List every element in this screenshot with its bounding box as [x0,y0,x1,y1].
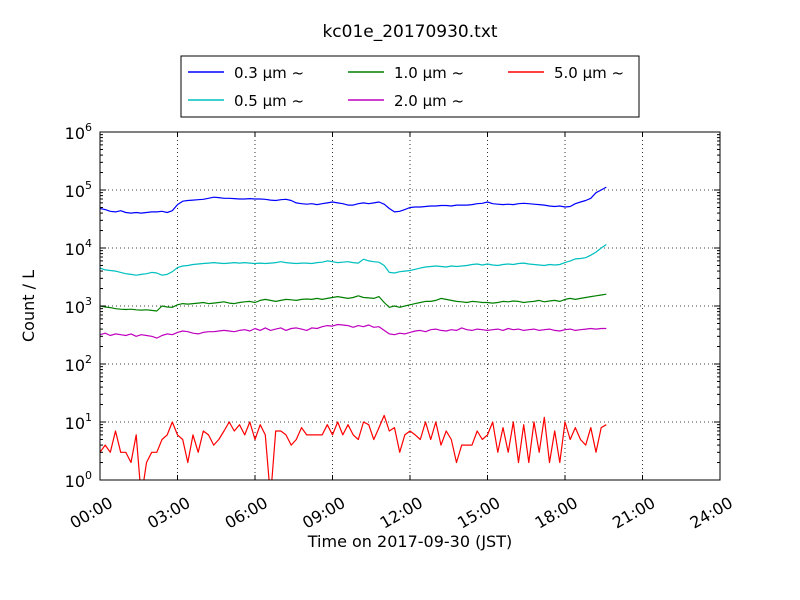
legend-label: 0.3 μm ~ [234,64,304,82]
y-tick-label: 105 [65,179,92,201]
y-tick-label: 101 [65,411,92,433]
x-tick-label: 21:00 [609,493,658,533]
x-tick-label: 03:00 [144,493,193,533]
series-0 [100,186,607,214]
tick-labels: 00:00 03:00 06:00 09:00 12:00 15:00 18:00 21:00… [65,121,736,533]
series-line [100,293,607,312]
x-tick-label: 18:00 [532,493,581,533]
x-tick-label: 00:00 [67,493,116,533]
y-tick-base: 10 [65,298,85,317]
chart-title: kc01e_20170930.txt [322,22,497,42]
y-tick-exponent: 6 [85,121,92,134]
y-tick-base: 10 [65,124,85,143]
y-tick-base: 10 [65,240,85,259]
legend-item: 1.0 μm ~ [348,64,464,82]
y-tick-label: 103 [65,295,92,317]
legend-item: 0.3 μm ~ [188,64,304,82]
series-4 [100,414,607,480]
legend: 0.3 μm ~ 0.5 μm ~ 1.0 μm ~ 2.0 μm ~ 5.0 μm ~ [180,55,640,118]
y-tick-exponent: 4 [85,237,92,250]
series-3 [100,323,607,339]
legend-label: 2.0 μm ~ [394,92,464,110]
y-tick-label: 104 [65,237,92,259]
legend-item: 2.0 μm ~ [348,92,464,110]
y-tick-base: 10 [65,472,85,491]
series-line [100,244,607,276]
y-tick-base: 10 [65,356,85,375]
series-1 [100,244,607,276]
y-tick-exponent: 3 [85,295,92,308]
series-line [100,414,607,480]
grid [100,132,720,480]
y-tick-label: 106 [65,121,92,143]
x-tick-label: 24:00 [687,493,736,533]
x-tick-label: 09:00 [299,493,348,533]
y-tick-exponent: 5 [85,179,92,192]
y-tick-exponent: 1 [85,411,92,424]
y-tick-label: 102 [65,353,92,375]
series-2 [100,293,607,312]
x-axis-label: Time on 2017-09-30 (JST) [307,532,512,551]
y-tick-exponent: 2 [85,353,92,366]
legend-item: 5.0 μm ~ [508,64,624,82]
x-tick-label: 06:00 [222,493,271,533]
x-tick-label: 12:00 [377,493,426,533]
series-line [100,323,607,339]
ticks [99,131,721,481]
series-layer [100,186,607,480]
y-tick-base: 10 [65,182,85,201]
y-tick-base: 10 [65,414,85,433]
legend-label: 5.0 μm ~ [554,64,624,82]
legend-frame [180,55,640,118]
y-tick-exponent: 0 [85,469,92,482]
legend-label: 1.0 μm ~ [394,64,464,82]
y-axis-label: Count / L [19,270,38,342]
legend-item: 0.5 μm ~ [188,92,304,110]
x-tick-label: 15:00 [454,493,503,533]
series-line [100,186,607,214]
legend-label: 0.5 μm ~ [234,92,304,110]
y-tick-label: 100 [65,469,92,491]
